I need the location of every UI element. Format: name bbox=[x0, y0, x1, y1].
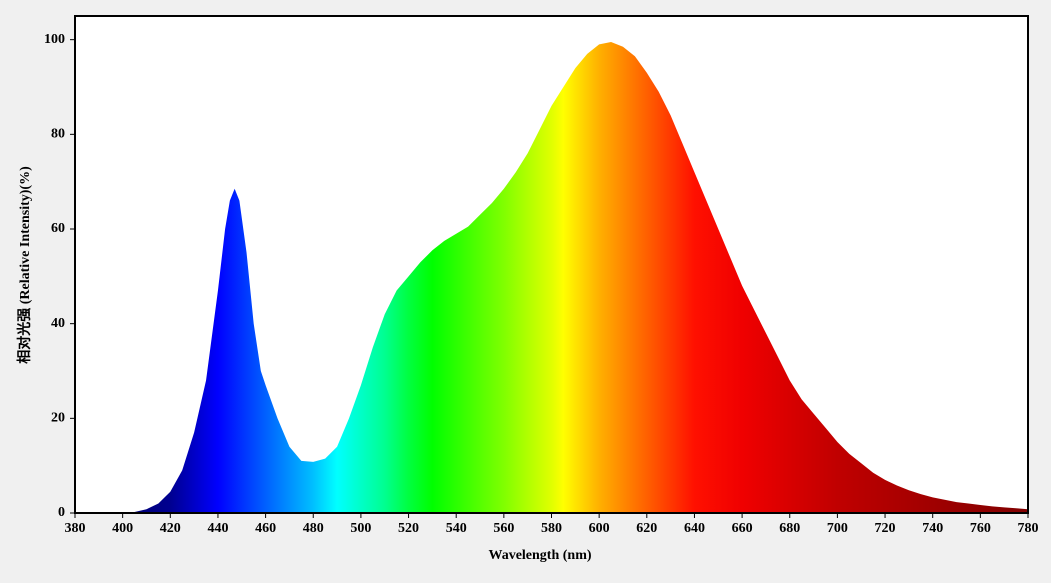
x-tick-label: 560 bbox=[493, 521, 514, 536]
y-tick-label: 0 bbox=[58, 505, 65, 520]
x-tick-label: 680 bbox=[779, 521, 800, 536]
x-tick-label: 700 bbox=[827, 521, 848, 536]
x-tick-label: 520 bbox=[398, 521, 419, 536]
x-tick-label: 740 bbox=[922, 521, 943, 536]
y-tick-label: 60 bbox=[51, 221, 65, 236]
x-tick-label: 720 bbox=[875, 521, 896, 536]
x-tick-label: 400 bbox=[112, 521, 133, 536]
y-axis-label: 相对光强 (Relative Intensity)(%) bbox=[16, 166, 33, 364]
x-tick-label: 640 bbox=[684, 521, 705, 536]
spectrum-area bbox=[75, 42, 1028, 513]
x-tick-label: 440 bbox=[207, 521, 228, 536]
x-tick-label: 760 bbox=[970, 521, 991, 536]
x-tick-label: 380 bbox=[65, 521, 86, 536]
y-tick-label: 80 bbox=[51, 127, 65, 142]
x-tick-label: 780 bbox=[1018, 521, 1039, 536]
y-tick-label: 20 bbox=[51, 411, 65, 426]
x-tick-label: 540 bbox=[446, 521, 467, 536]
x-tick-label: 500 bbox=[350, 521, 371, 536]
y-tick-label: 40 bbox=[51, 316, 65, 331]
x-tick-label: 660 bbox=[732, 521, 753, 536]
x-tick-label: 480 bbox=[303, 521, 324, 536]
x-tick-label: 460 bbox=[255, 521, 276, 536]
x-tick-label: 420 bbox=[160, 521, 181, 536]
y-tick-label: 100 bbox=[44, 32, 65, 47]
x-tick-label: 580 bbox=[541, 521, 562, 536]
x-tick-label: 620 bbox=[636, 521, 657, 536]
x-tick-label: 600 bbox=[589, 521, 610, 536]
x-axis-label: Wavelength (nm) bbox=[488, 548, 591, 563]
